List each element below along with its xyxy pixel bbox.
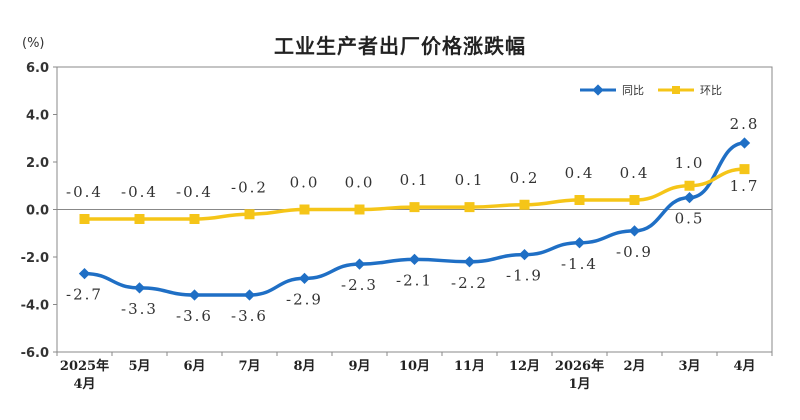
data-point-yoy (133, 282, 146, 294)
data-label-yoy: -2.2 (451, 274, 488, 292)
data-point-yoy (353, 258, 366, 270)
data-label-yoy: -2.3 (341, 276, 378, 294)
data-label-mom: -0.4 (176, 183, 213, 201)
data-point-yoy (683, 191, 696, 204)
data-point-mom (464, 202, 475, 213)
x-tick-label: 11月 (454, 359, 485, 374)
legend-label-yoy: 同比 (622, 84, 644, 97)
legend-item-yoy: 同比 (578, 82, 644, 98)
data-point-mom (519, 199, 530, 210)
data-point-mom (244, 209, 255, 220)
chart-title: 工业生产者出厂价格涨跌幅 (274, 34, 526, 58)
data-point-mom (409, 202, 420, 213)
y-tick-label: -6.0 (21, 346, 49, 361)
data-label-yoy: -2.1 (396, 271, 433, 289)
y-tick-label: 4.0 (26, 109, 49, 124)
x-tick-label: 7月 (238, 359, 260, 374)
x-tick-label: 9月 (348, 359, 370, 374)
data-label-mom: 0.1 (400, 171, 430, 189)
data-label-mom: 0.4 (620, 164, 650, 182)
y-tick-label: 0.0 (26, 204, 49, 219)
data-point-yoy (463, 256, 476, 268)
data-label-yoy: -0.9 (616, 243, 653, 261)
x-tick-label: 2月 (623, 359, 645, 374)
x-tick-label: 8月 (293, 359, 315, 374)
data-point-mom (134, 214, 145, 224)
data-label-mom: 0.1 (455, 171, 485, 189)
data-label-yoy: -1.4 (561, 255, 598, 273)
data-point-yoy (188, 289, 201, 301)
data-point-yoy (78, 267, 91, 280)
x-tick-label: 2026年 1月 (555, 358, 604, 392)
data-label-mom: 0.0 (290, 174, 320, 192)
data-label-mom: 0.4 (565, 164, 595, 182)
data-label-mom: -0.2 (231, 178, 268, 196)
y-tick-label: 2.0 (26, 156, 49, 171)
y-tick-label: -2.0 (21, 251, 49, 266)
x-tick-label: 12月 (509, 359, 540, 374)
data-point-mom (79, 214, 90, 224)
x-tick-label: 3月 (678, 359, 700, 374)
y-axis-unit: (%) (22, 36, 45, 51)
data-point-mom (739, 164, 750, 175)
data-label-yoy: -3.6 (176, 307, 213, 325)
x-tick-label: 5月 (128, 359, 150, 374)
data-point-mom (354, 204, 365, 215)
x-tick-label: 2025年 4月 (60, 358, 109, 392)
data-label-yoy: -2.7 (66, 286, 103, 304)
data-point-yoy (518, 248, 531, 261)
data-point-mom (574, 195, 585, 205)
data-point-yoy (628, 225, 641, 237)
data-label-mom: -0.4 (121, 183, 158, 201)
y-tick-label: 6.0 (26, 61, 49, 76)
data-label-yoy: 2.8 (730, 115, 760, 133)
data-label-yoy: -3.6 (231, 307, 268, 325)
y-tick-label: -4.0 (21, 299, 49, 314)
data-point-mom (189, 214, 200, 224)
data-label-yoy: -2.9 (286, 290, 323, 308)
legend-swatch-yoy (580, 84, 616, 96)
data-point-yoy (298, 272, 311, 285)
data-point-yoy (243, 289, 256, 301)
data-point-mom (299, 204, 310, 215)
data-label-mom: 1.7 (730, 177, 760, 195)
data-label-yoy: 0.5 (675, 210, 705, 228)
data-label-mom: -0.4 (66, 183, 103, 201)
data-label-yoy: -3.3 (121, 300, 158, 318)
legend-label-mom: 环比 (700, 84, 722, 97)
legend-swatch-mom (658, 86, 694, 94)
data-point-yoy (408, 253, 421, 266)
data-point-mom (684, 180, 695, 191)
data-label-yoy: -1.9 (506, 267, 543, 285)
legend-item-mom: 环比 (656, 82, 722, 98)
data-point-yoy (738, 137, 751, 149)
x-tick-label: 10月 (399, 359, 430, 374)
x-tick-label: 6月 (183, 359, 205, 374)
data-point-yoy (573, 237, 586, 249)
data-label-mom: 1.0 (675, 154, 705, 172)
data-label-mom: 0.0 (345, 174, 375, 192)
data-point-mom (629, 195, 640, 205)
x-tick-label: 4月 (733, 359, 755, 374)
data-label-mom: 0.2 (510, 169, 540, 187)
legend: 同比 环比 (578, 82, 734, 98)
